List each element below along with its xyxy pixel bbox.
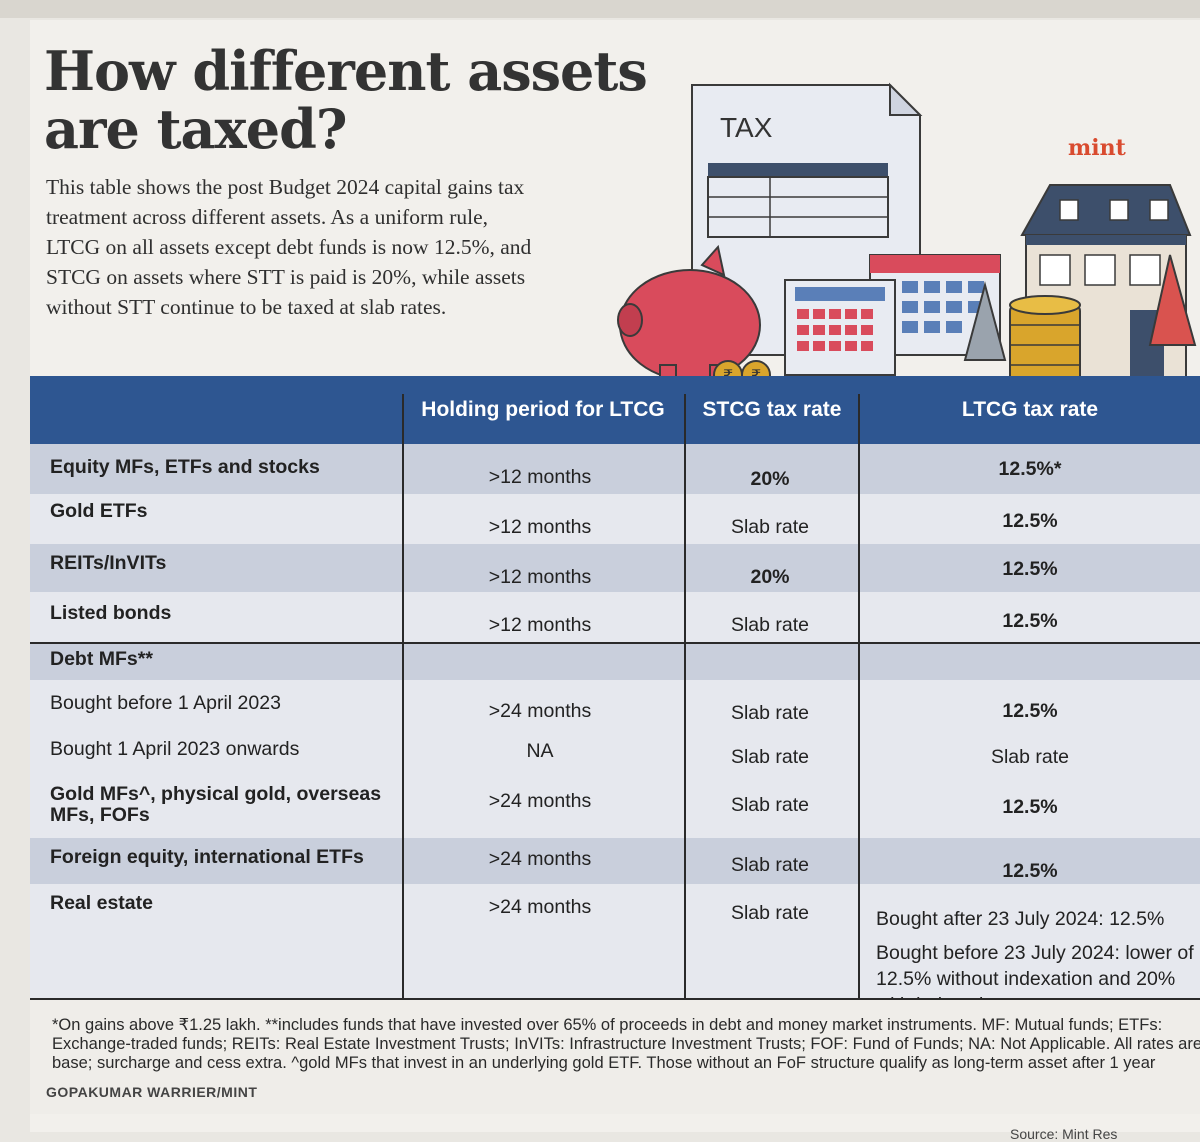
holding-period: >24 months — [488, 700, 592, 722]
asset-label: Listed bonds — [50, 602, 172, 624]
stcg-rate: 20% — [750, 566, 790, 588]
tax-illustration: TAX — [617, 82, 1197, 390]
holding-period: >12 months — [488, 566, 592, 588]
holding-period: >24 months — [488, 848, 592, 870]
column-divider — [858, 394, 860, 998]
stcg-rate: Slab rate — [730, 794, 810, 816]
row-band — [30, 494, 1200, 544]
header-holding-period: Holding period for LTCG — [421, 398, 665, 421]
svg-text:₹: ₹ — [751, 366, 761, 385]
holding-period: >12 months — [488, 516, 592, 538]
asset-label: Bought 1 April 2023 onwards — [50, 738, 300, 760]
stcg-rate: 20% — [750, 468, 790, 490]
holding-period: NA — [526, 740, 554, 762]
asset-label: Bought before 1 April 2023 — [50, 692, 281, 714]
headline: How different assets are taxed? — [44, 39, 648, 161]
row-band — [30, 884, 1200, 998]
stcg-rate: Slab rate — [730, 902, 810, 924]
row-band — [30, 680, 1200, 728]
ltcg-rate: 12.5% — [1002, 700, 1058, 722]
coin-stack-icon — [1009, 295, 1081, 386]
row-band — [30, 444, 1200, 494]
page-top-strip — [0, 0, 1200, 18]
header-stcg-rate: STCG tax rate — [702, 398, 842, 421]
tax-table: Holding period for LTCG STCG tax rate LT… — [30, 0, 1200, 1142]
ltcg-rate: 12.5% — [1002, 610, 1058, 632]
ltcg-rate: 12.5% — [1002, 510, 1058, 532]
holding-period: >12 months — [488, 614, 592, 636]
source-line: Source: Mint Res — [1010, 1126, 1118, 1142]
ltcg-rate: Bought after 23 July 2024: 12.5% — [876, 908, 1165, 930]
column-divider — [402, 394, 404, 998]
holding-period: >24 months — [488, 790, 592, 812]
mint-logo: mint — [1068, 135, 1127, 161]
stcg-rate: Slab rate — [730, 702, 810, 724]
holding-period: >24 months — [488, 896, 592, 918]
credit: GOPAKUMAR WARRIER/MINT — [46, 1084, 258, 1100]
tree-icon — [963, 254, 1197, 361]
stcg-rate: Slab rate — [730, 516, 810, 538]
asset-label: Gold MFs^, physical gold, overseas MFs, … — [50, 783, 382, 826]
row-band — [30, 544, 1200, 592]
ltcg-rate: 12.5% — [1002, 558, 1058, 580]
asset-label: Equity MFs, ETFs and stocks — [50, 456, 320, 478]
stcg-rate: Slab rate — [730, 746, 810, 768]
asset-label: Foreign equity, international ETFs — [50, 846, 364, 868]
asset-label: Gold ETFs — [50, 500, 148, 522]
asset-label: Real estate — [50, 892, 153, 914]
ltcg-rate: 12.5% — [1002, 796, 1058, 818]
ltcg-rate: 12.5%* — [998, 458, 1062, 480]
row-band — [30, 642, 1200, 680]
holding-period: >12 months — [488, 466, 592, 488]
svg-text:₹: ₹ — [723, 366, 733, 385]
stcg-rate: Slab rate — [730, 614, 810, 636]
footnote: *On gains above ₹1.25 lakh. **includes f… — [52, 1016, 1200, 1072]
header-ltcg-rate: LTCG tax rate — [961, 398, 1099, 421]
asset-label: Debt MFs** — [50, 648, 153, 670]
column-divider — [684, 394, 686, 998]
calculator-icon — [784, 279, 896, 376]
table-header: Holding period for LTCG STCG tax rate LT… — [30, 376, 1200, 444]
ltcg-rate: 12.5% — [1002, 860, 1058, 882]
stcg-rate: Slab rate — [730, 854, 810, 876]
footnote-block: *On gains above ₹1.25 lakh. **includes f… — [30, 998, 1200, 1114]
tax-label: TAX — [720, 112, 773, 143]
row-band — [30, 592, 1200, 642]
row-band — [30, 838, 1200, 884]
asset-label: REITs/InVITs — [50, 552, 167, 574]
section-divider — [30, 642, 1200, 644]
row-band — [30, 774, 1200, 838]
row-band — [30, 728, 1200, 774]
ltcg-rate: Slab rate — [990, 746, 1070, 768]
intro-text: This table shows the post Budget 2024 ca… — [46, 175, 532, 319]
